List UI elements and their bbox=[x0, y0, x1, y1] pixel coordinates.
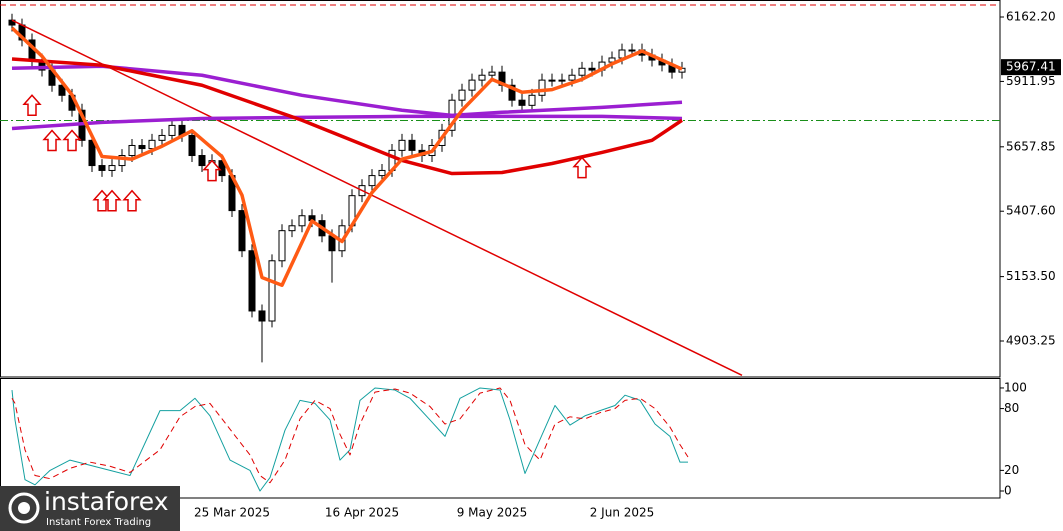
candle-body bbox=[158, 134, 166, 141]
y-tick-label: 100 bbox=[1004, 380, 1027, 394]
series-line bbox=[11, 19, 743, 376]
candle-body bbox=[168, 124, 176, 136]
candle-body bbox=[468, 79, 476, 91]
y-tick-label: 5657.85 bbox=[1006, 139, 1056, 153]
candle-body bbox=[248, 250, 256, 312]
candle-body bbox=[578, 67, 586, 76]
candle-body bbox=[398, 139, 406, 151]
signal-arrow bbox=[42, 129, 62, 152]
candle-body bbox=[378, 169, 386, 177]
series-line bbox=[10, 26, 683, 287]
candle-body bbox=[268, 260, 276, 322]
logo: instaforex Instant Forex Trading bbox=[0, 486, 180, 531]
signal-arrow bbox=[102, 189, 122, 212]
logo-name: instaforex bbox=[44, 487, 169, 516]
candle-body bbox=[188, 134, 196, 157]
logo-tagline: Instant Forex Trading bbox=[46, 517, 151, 528]
main-panel bbox=[0, 0, 1001, 378]
logo-icon bbox=[8, 492, 40, 524]
last-price-label: 5967.41 bbox=[1006, 60, 1056, 74]
candle-body bbox=[278, 230, 286, 262]
candle-body bbox=[568, 74, 576, 81]
candle-body bbox=[238, 210, 246, 252]
candle-body bbox=[408, 139, 416, 151]
axes: 6162.20 5911.95 5657.85 5407.60 5153.50 4903.… bbox=[194, 10, 1061, 520]
candle-body bbox=[588, 67, 596, 71]
candle-body bbox=[548, 79, 556, 82]
y-tick-label: 5153.50 bbox=[1006, 269, 1056, 283]
signal-arrow bbox=[572, 156, 592, 179]
series-line bbox=[11, 387, 688, 492]
series-line bbox=[11, 387, 689, 484]
candle-body bbox=[538, 79, 546, 96]
x-tick-label: 16 Apr 2025 bbox=[325, 506, 399, 520]
x-tick-label: 25 Mar 2025 bbox=[194, 506, 270, 520]
candle-body bbox=[198, 155, 206, 167]
candle-body bbox=[108, 165, 116, 171]
candle-body bbox=[368, 175, 376, 187]
candle-body bbox=[488, 71, 496, 76]
candle-body bbox=[628, 49, 636, 52]
indicator-plot bbox=[11, 387, 689, 492]
candle-body bbox=[298, 215, 306, 227]
candle-body bbox=[508, 84, 516, 101]
y-tick-label: 6162.20 bbox=[1006, 10, 1056, 24]
x-tick-label: 2 Jun 2025 bbox=[590, 506, 655, 520]
candle-body bbox=[478, 74, 486, 81]
series-line bbox=[11, 64, 683, 118]
y-tick-label: 0 bbox=[1004, 483, 1012, 497]
series-line bbox=[11, 57, 683, 176]
series-line bbox=[11, 114, 683, 131]
candle-body bbox=[518, 99, 526, 106]
candle-body bbox=[118, 155, 126, 167]
candle-body bbox=[288, 225, 296, 232]
x-tick-label: 9 May 2025 bbox=[457, 506, 528, 520]
signal-arrow bbox=[22, 94, 42, 117]
last-price-box bbox=[1001, 59, 1061, 76]
candle-body bbox=[618, 49, 626, 59]
logo-background bbox=[0, 486, 180, 531]
y-tick-label: 5911.95 bbox=[1006, 74, 1056, 88]
y-tick-label: 4903.25 bbox=[1006, 334, 1056, 348]
candle-body bbox=[558, 79, 566, 82]
candle-body bbox=[58, 84, 66, 96]
candle-body bbox=[138, 144, 146, 150]
y-tick-label: 5407.60 bbox=[1006, 204, 1056, 218]
signal-arrow bbox=[122, 189, 142, 212]
y-tick-label: 80 bbox=[1004, 401, 1019, 415]
candle-body bbox=[148, 139, 156, 150]
signal-arrow bbox=[62, 129, 82, 152]
signal-arrow bbox=[202, 159, 222, 182]
candle-body bbox=[458, 89, 466, 101]
y-tick-label: 20 bbox=[1004, 463, 1019, 477]
candle-body bbox=[128, 144, 136, 157]
candle-body bbox=[528, 94, 536, 106]
candle-body bbox=[88, 139, 96, 167]
indicator-panel bbox=[0, 378, 1001, 499]
main-plot bbox=[0, 4, 1000, 376]
candle-body bbox=[258, 310, 266, 322]
logo-icon-core bbox=[18, 502, 30, 514]
candle-body bbox=[98, 165, 106, 171]
